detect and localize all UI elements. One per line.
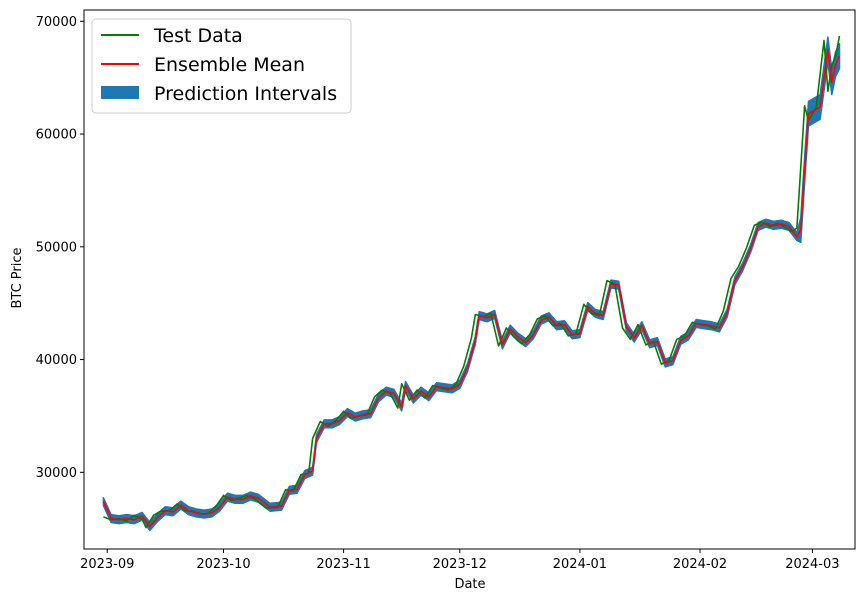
legend-label-ensemble-mean: Ensemble Mean	[154, 54, 305, 76]
x-tick-label: 2023-10	[196, 557, 250, 572]
ensemble-mean-line	[102, 48, 841, 528]
x-tick-label: 2023-12	[433, 557, 487, 572]
legend-frame	[91, 18, 352, 114]
legend-swatch-prediction-intervals	[101, 86, 139, 99]
plot-area	[102, 35, 841, 532]
legend-label-test-data: Test Data	[153, 25, 243, 47]
y-tick-label: 60000	[36, 128, 77, 143]
y-tick-label: 50000	[36, 240, 77, 255]
legend-label-prediction-intervals: Prediction Intervals	[154, 83, 337, 105]
y-tick-label: 70000	[36, 15, 77, 30]
plot-frame	[83, 9, 856, 550]
x-tick-label: 2023-09	[80, 557, 134, 572]
y-axis-ticks: 30000 40000 50000 60000 70000	[36, 15, 84, 481]
x-axis-ticks: 2023-09 2023-10 2023-11 2023-12 2024-01 2024-…	[80, 549, 840, 572]
x-tick-label: 2024-01	[553, 557, 607, 572]
y-tick-label: 40000	[36, 353, 77, 368]
prediction-interval-band	[102, 36, 841, 532]
x-tick-label: 2024-02	[673, 557, 727, 572]
x-tick-label: 2024-03	[785, 557, 839, 572]
y-tick-label: 30000	[36, 466, 77, 481]
x-tick-label: 2023-11	[316, 557, 370, 572]
y-axis-label: BTC Price	[10, 247, 25, 308]
x-axis-label: Date	[454, 577, 485, 592]
legend: Test Data Ensemble Mean Prediction Inter…	[91, 18, 352, 114]
